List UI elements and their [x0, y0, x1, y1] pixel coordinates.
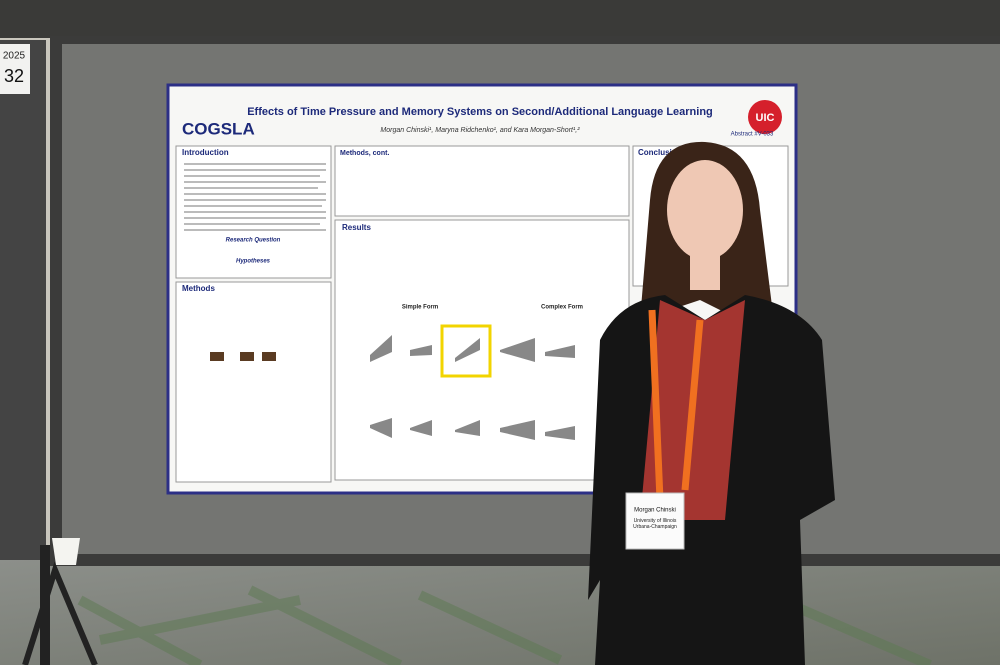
simple-form-label: Simple Form — [402, 305, 438, 311]
methods-cont-box — [334, 145, 630, 217]
badge — [625, 492, 685, 550]
intro-heading: Introduction — [182, 148, 229, 157]
complex-form-label: Complex Form — [541, 305, 583, 311]
hypotheses: Hypotheses — [236, 259, 271, 265]
uic-logo: UIC — [756, 112, 775, 124]
cup — [52, 538, 80, 565]
carpet — [0, 560, 1000, 665]
methods-box — [175, 281, 332, 483]
methods-cont-heading: Methods, cont. — [340, 150, 389, 157]
badge-name: Morgan Chinski — [634, 508, 676, 514]
result-plots — [370, 335, 575, 440]
sign-year: 2025 — [3, 51, 26, 62]
stand — [22, 561, 98, 665]
lab-logo: COGSLA — [182, 119, 255, 138]
methods-heading: Methods — [182, 284, 215, 293]
poster-title: Effects of Time Pressure and Memory Syst… — [247, 106, 713, 118]
abstract-number: Abstract #V-033 — [731, 132, 774, 138]
badge-affiliation: University of Illinois Urbana-Champaign — [633, 518, 677, 530]
uic-logo-bg — [748, 100, 782, 134]
highlight-box — [440, 324, 492, 378]
sign-number: 32 — [4, 66, 24, 86]
lanyard — [648, 309, 704, 501]
ceiling-band — [0, 0, 1000, 38]
sign — [0, 44, 30, 94]
neck — [690, 250, 720, 290]
results-heading: Results — [342, 223, 371, 232]
face — [667, 160, 743, 260]
intro-lines — [184, 163, 326, 231]
authors: Morgan Chinski¹, Maryna Ridchenko¹, and … — [380, 127, 580, 134]
left-board — [0, 40, 46, 560]
horse-icons — [210, 352, 276, 361]
carpet-pattern — [77, 585, 932, 665]
conclusions-heading: Conclusions — [638, 148, 687, 157]
person: Morgan Chinski University of Illinois Ur… — [588, 141, 835, 665]
badge-affiliation-wrap: University of Illinois Urbana-Champaign — [633, 518, 677, 530]
research-question: Research Question — [226, 238, 281, 244]
